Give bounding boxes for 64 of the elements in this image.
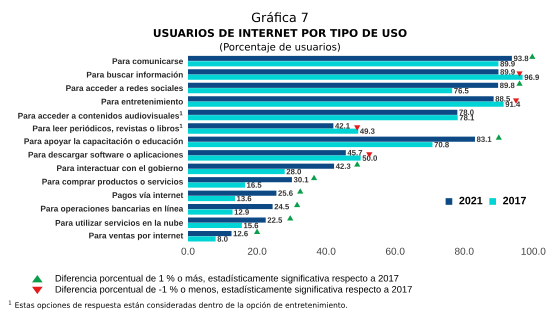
bar [188, 150, 346, 156]
bar [188, 61, 498, 66]
bar [188, 204, 273, 210]
bar [188, 88, 452, 94]
bar [188, 115, 458, 120]
bar [188, 142, 432, 148]
bar [188, 222, 242, 228]
y-tick-label: Pagos vía internet [112, 192, 184, 200]
bar [188, 96, 494, 102]
point [294, 202, 300, 208]
bar [188, 69, 498, 74]
point [516, 80, 522, 86]
bar [188, 110, 458, 115]
y-tick-label: Para leer periódicos, revistas o libros$^{1}$ [32, 124, 182, 133]
y-tick-label: Para acceder a contenidos audiovisuales$^{1}$ [18, 111, 182, 119]
chart-title: Gráfica 7 [252, 12, 308, 22]
bar [188, 209, 233, 215]
y-tick-label: Para interactuar con el gobierno [57, 165, 183, 173]
bar [188, 177, 292, 182]
bar [188, 169, 285, 174]
legend-label: 2021 [459, 196, 482, 204]
bar [188, 182, 245, 188]
legend-label: Diferencia porcentual de 1 % o más, estadísticamente significativa respecto a 2017 [56, 274, 398, 284]
x-tick-label: 80.0 [454, 248, 474, 255]
y-tick-label: Para entretenimiento [102, 98, 183, 105]
x-tick-label: 0.0 [181, 248, 195, 255]
y-tick-label: Para acceder a redes sociales [66, 85, 183, 92]
bar [188, 56, 512, 61]
x-tick-label: 40.0 [316, 248, 336, 255]
bar [188, 82, 498, 88]
legend-label: 2017 [503, 196, 526, 204]
text: (Porcentaje de usuarios) [220, 42, 340, 52]
y-tick-label: Para descargar software o aplicaciones [28, 152, 183, 160]
bar [188, 128, 358, 134]
y-tick-label: Para apoyar la capacitación o educación [24, 138, 183, 146]
point [297, 188, 304, 194]
x-tick-label: 100.0 [522, 248, 546, 255]
point [529, 54, 536, 59]
bar [188, 156, 361, 161]
point [496, 134, 502, 140]
point [254, 228, 260, 234]
bar [188, 164, 334, 169]
legend-label: Diferencia porcentual de -1 % o menos, estadísticamente significativa respecto a 2017 [56, 286, 412, 294]
bar [188, 136, 475, 142]
point [287, 215, 294, 221]
bar [188, 102, 504, 107]
y-tick-label: Para comprar productos o servicios [42, 178, 183, 186]
x-tick-label: 60.0 [386, 248, 405, 255]
bar [188, 74, 523, 80]
bar [188, 196, 235, 202]
y-tick-label: Para comunicarse [112, 58, 183, 64]
y-tick-label: Para buscar información [86, 71, 183, 78]
chart-subtitle: USUARIOS DE INTERNET POR TIPO DE USO [154, 28, 407, 38]
bar [188, 236, 216, 242]
x-tick-label: 20.0 [248, 248, 266, 255]
y-tick-label: Para operaciones bancarias en línea [40, 205, 184, 214]
bar [188, 123, 334, 128]
point [354, 162, 360, 167]
point [311, 174, 317, 180]
bar [188, 231, 232, 236]
y-tick-label: Para ventas por internet [89, 232, 184, 240]
y-tick-label: Para utilizar servicios en la nube [56, 220, 183, 226]
bar [188, 190, 276, 196]
bar [188, 218, 266, 223]
